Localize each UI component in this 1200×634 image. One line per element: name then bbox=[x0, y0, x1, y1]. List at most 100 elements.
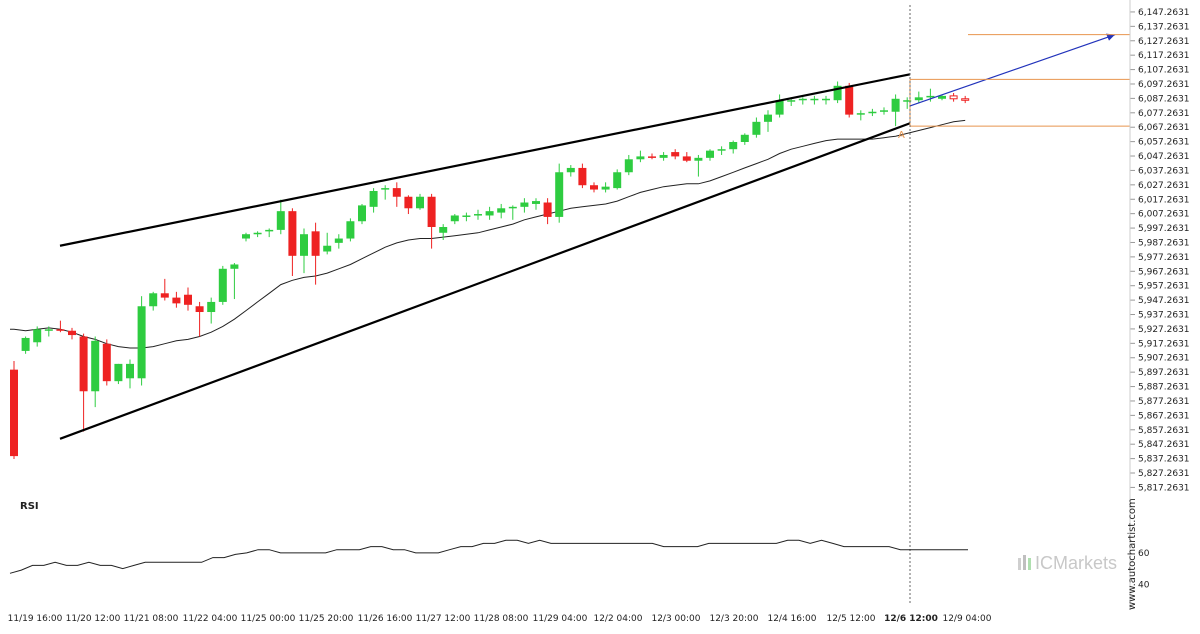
candle-body bbox=[195, 306, 204, 313]
candle-body bbox=[485, 211, 494, 216]
candle-body bbox=[358, 205, 366, 222]
candle-body bbox=[427, 196, 436, 228]
candle-body bbox=[578, 167, 587, 186]
projection-arrow-head-icon bbox=[1106, 33, 1115, 41]
candle-body bbox=[543, 202, 552, 217]
candle-body bbox=[79, 336, 88, 392]
candle-body bbox=[462, 215, 471, 217]
time-tick-label: 12/3 20:00 bbox=[709, 614, 758, 624]
candle-body bbox=[903, 100, 912, 102]
candle-body bbox=[752, 121, 761, 135]
candle-body bbox=[520, 202, 529, 207]
price-tick-label: 6,067.2631 bbox=[1138, 123, 1190, 133]
time-tick-label: 11/19 16:00 bbox=[8, 614, 63, 624]
projection-arrow-line bbox=[909, 34, 1116, 107]
candle-body bbox=[230, 264, 239, 269]
candle-body bbox=[659, 154, 668, 158]
price-tick-label: 5,907.2631 bbox=[1138, 354, 1190, 364]
candle-body bbox=[450, 215, 459, 222]
candle-body bbox=[590, 185, 598, 190]
wedge-lower-line bbox=[59, 122, 911, 440]
candle-body bbox=[717, 149, 726, 151]
candle-body bbox=[682, 156, 691, 161]
levels-layer: A bbox=[898, 5, 1130, 605]
candle-body bbox=[300, 234, 308, 256]
candle-body bbox=[416, 196, 424, 209]
candle-body bbox=[729, 141, 738, 150]
candle-body bbox=[265, 229, 274, 232]
moving-average-line bbox=[10, 119, 966, 349]
candle-body bbox=[775, 100, 784, 115]
price-tick-label: 5,957.2631 bbox=[1138, 282, 1190, 292]
candle-body bbox=[671, 152, 680, 157]
wedge-upper-line bbox=[59, 73, 911, 247]
price-tick-label: 5,877.2631 bbox=[1138, 397, 1190, 407]
price-tick-label: 6,117.2631 bbox=[1138, 51, 1190, 61]
candle-body bbox=[323, 245, 332, 252]
candle-body bbox=[914, 97, 923, 101]
candle-body bbox=[334, 238, 343, 243]
time-tick-label: 11/26 16:00 bbox=[358, 614, 413, 624]
candle-body bbox=[253, 232, 262, 235]
time-tick-label: 11/25 00:00 bbox=[241, 614, 296, 624]
annotation-label: A bbox=[898, 130, 905, 141]
price-tick-label: 6,057.2631 bbox=[1138, 138, 1190, 148]
candle-body bbox=[926, 95, 935, 98]
time-tick-label: 11/21 08:00 bbox=[124, 614, 179, 624]
price-tick-label: 5,837.2631 bbox=[1138, 455, 1190, 465]
candle-body bbox=[822, 98, 830, 101]
candle-body bbox=[392, 188, 401, 197]
candle-body bbox=[648, 156, 656, 158]
candle-body bbox=[311, 231, 320, 256]
price-tick-label: 6,087.2631 bbox=[1138, 94, 1190, 104]
candle-body bbox=[44, 329, 53, 331]
candle-body bbox=[764, 114, 772, 122]
candle-body bbox=[798, 98, 807, 101]
candle-body bbox=[56, 329, 65, 331]
candle-body bbox=[149, 293, 158, 307]
candle-body bbox=[102, 343, 111, 382]
price-tick-label: 5,817.2631 bbox=[1138, 483, 1190, 493]
candle-body bbox=[938, 95, 946, 99]
price-tick-label: 6,017.2631 bbox=[1138, 195, 1190, 205]
price-tick-label: 5,917.2631 bbox=[1138, 339, 1190, 349]
candle-body bbox=[566, 167, 575, 173]
price-tick-label: 6,027.2631 bbox=[1138, 181, 1190, 191]
time-tick-label: 12/5 12:00 bbox=[826, 614, 875, 624]
candle-body bbox=[184, 294, 192, 305]
price-axis: 6,147.2631 6,137.2631 6,127.2631 6,117.2631… bbox=[1129, 0, 1190, 610]
candle-body bbox=[845, 85, 854, 115]
candle-body bbox=[68, 330, 76, 336]
candle-body bbox=[10, 369, 18, 457]
candle-body bbox=[381, 188, 390, 190]
price-tick-label: 6,077.2631 bbox=[1138, 109, 1190, 119]
candle-body bbox=[706, 150, 714, 158]
price-tick-label: 6,137.2631 bbox=[1138, 22, 1190, 32]
time-tick-label: 11/25 20:00 bbox=[299, 614, 354, 624]
price-tick-label: 5,867.2631 bbox=[1138, 411, 1190, 421]
candle-body bbox=[856, 113, 865, 115]
time-tick-label: 11/22 04:00 bbox=[183, 614, 238, 624]
time-tick-label: 12/2 04:00 bbox=[593, 614, 642, 624]
candle-body bbox=[276, 211, 285, 230]
candle-body bbox=[949, 95, 958, 100]
candle-body bbox=[439, 227, 448, 233]
rsi-tick-label: 60 bbox=[1138, 549, 1150, 559]
candle-body bbox=[740, 134, 749, 142]
time-tick-label: 11/29 04:00 bbox=[533, 614, 588, 624]
candles-layer bbox=[10, 81, 970, 459]
candle-body bbox=[961, 98, 970, 101]
price-tick-label: 6,097.2631 bbox=[1138, 80, 1190, 90]
rsi-title: RSI bbox=[20, 501, 39, 512]
candle-body bbox=[532, 201, 540, 204]
candle-body bbox=[636, 156, 645, 160]
time-tick-label: 11/20 12:00 bbox=[66, 614, 121, 624]
watermark-logo-icon bbox=[1018, 555, 1031, 570]
candle-body bbox=[833, 85, 842, 101]
candle-body bbox=[369, 190, 378, 207]
candle-body bbox=[694, 157, 703, 161]
branding: ICMarkets www.autochartist.com bbox=[1018, 498, 1138, 610]
price-tick-label: 6,007.2631 bbox=[1138, 210, 1190, 220]
